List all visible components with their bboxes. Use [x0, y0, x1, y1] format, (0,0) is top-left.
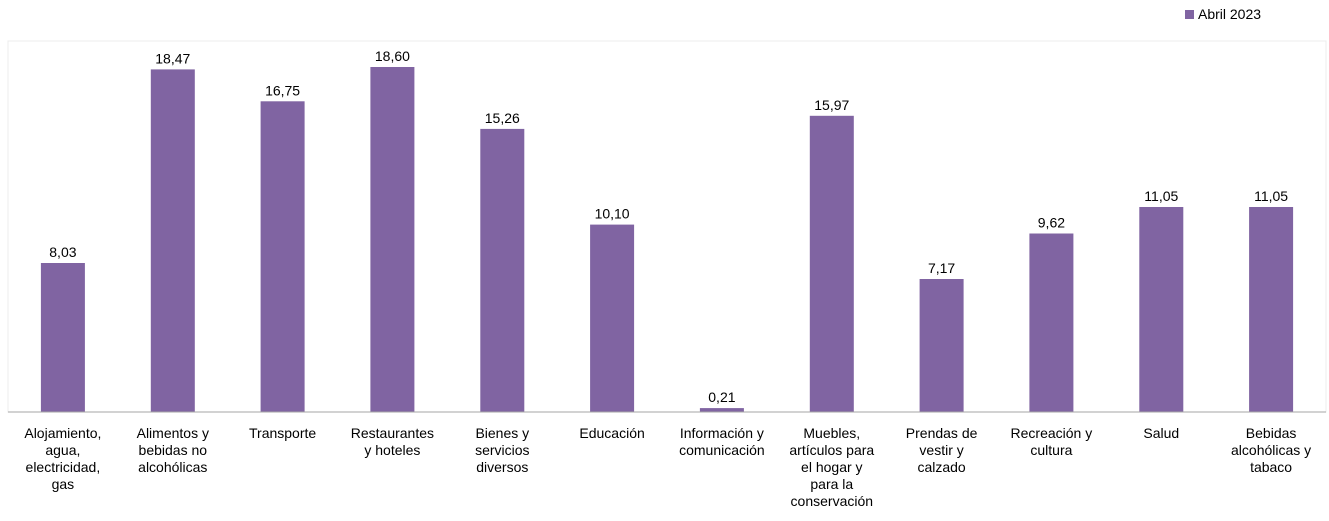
x-tick-label-line: Alojamiento,: [24, 425, 102, 441]
x-tick-label: Bebidas alcohólicas y tabaco: [1217, 425, 1325, 476]
x-tick-label: Alimentos y bebidas no alcohólicas: [119, 425, 227, 476]
bar: [1139, 207, 1184, 412]
data-label: 16,75: [265, 82, 300, 98]
x-tick-label-line: cultura: [1030, 442, 1073, 458]
x-tick-label-line: el hogar y: [801, 459, 863, 475]
x-tick-label-line: gas: [51, 476, 75, 492]
data-label: 15,26: [485, 110, 520, 126]
plot-area: [7, 40, 1327, 413]
x-tick-label-line: Alimentos y: [136, 425, 209, 441]
x-tick-label: Bienes y servicios diversos: [448, 425, 556, 476]
x-tick-label-line: alcohólicas: [138, 459, 208, 475]
value-labels-group: 8,03 18,47 16,75 18,60 15,26 10,10 0,21 15,97 7,…: [49, 48, 1288, 405]
x-tick-label-line: alcohólicas y: [1231, 442, 1312, 458]
x-tick-label: Transporte: [229, 425, 337, 442]
bars-group: [40, 67, 1294, 413]
x-tick-label-line: Transporte: [249, 425, 317, 441]
x-tick-label-line: y hoteles: [364, 442, 421, 458]
bar: [919, 279, 964, 412]
x-tick-label-line: electricidad,: [25, 459, 101, 475]
data-label: 7,17: [928, 260, 955, 276]
x-tick-label: Muebles, artículos para el hogar y para la c…: [778, 425, 886, 510]
bar: [260, 101, 305, 413]
legend-label: Abril 2023: [1198, 6, 1262, 22]
x-tick-label-line: agua,: [45, 442, 81, 458]
data-label: 8,03: [49, 244, 76, 260]
x-tick-label-line: Prendas de: [905, 425, 978, 441]
x-tick-label-line: tabaco: [1250, 459, 1293, 475]
x-tick-label-line: Restaurantes: [350, 425, 435, 441]
x-tick-label-line: Educación: [579, 425, 645, 441]
data-label: 18,47: [155, 50, 190, 66]
x-tick-label-line: comunicación: [679, 442, 765, 458]
data-label: 11,05: [1254, 188, 1288, 204]
data-label: 0,21: [708, 389, 735, 405]
x-tick-label-line: diversos: [476, 459, 529, 475]
data-label: 11,05: [1144, 188, 1178, 204]
x-tick-label-line: vestir y: [919, 442, 964, 458]
bar: [40, 263, 85, 412]
legend-swatch: [1185, 9, 1194, 19]
data-label: 10,10: [595, 206, 630, 222]
x-tick-label-line: servicios: [475, 442, 530, 458]
x-tick-label-line: para la: [810, 476, 854, 492]
data-label: 18,60: [375, 48, 410, 64]
x-tick-label-line: Recreación y: [1010, 425, 1093, 441]
x-tick-label-line: Muebles,: [803, 425, 861, 441]
x-tick-label-line: artículos para: [789, 442, 875, 458]
x-tick-label-line: conservación: [790, 493, 874, 509]
x-tick-label-line: Información y: [679, 425, 764, 441]
bar: [1249, 207, 1294, 412]
bar: [809, 115, 854, 413]
x-tick-label: Salud: [1107, 425, 1215, 442]
x-tick-label-line: Bienes y: [475, 425, 530, 441]
bar: [590, 224, 635, 412]
bar: [699, 408, 744, 412]
data-label: 15,97: [814, 97, 849, 113]
legend: Abril 2023: [1185, 6, 1261, 22]
x-tick-label: Alojamiento, agua, electricidad, gas: [9, 425, 117, 493]
x-tick-label-line: calzado: [917, 459, 966, 475]
x-tick-label-line: Salud: [1143, 425, 1180, 441]
bar: [1029, 233, 1074, 412]
x-tick-label: Información y comunicación: [668, 425, 776, 459]
bar: [150, 69, 195, 413]
x-tick-label: Educación: [558, 425, 666, 442]
bar: [370, 67, 415, 412]
data-label: 9,62: [1038, 215, 1065, 231]
x-tick-label: Restaurantes y hoteles: [338, 425, 446, 459]
x-tick-label: Recreación y cultura: [997, 425, 1105, 459]
x-tick-label: Prendas de vestir y calzado: [888, 425, 996, 476]
bar: [480, 128, 525, 412]
x-tick-label-line: Bebidas: [1245, 425, 1297, 441]
x-tick-label-line: bebidas no: [138, 442, 208, 458]
